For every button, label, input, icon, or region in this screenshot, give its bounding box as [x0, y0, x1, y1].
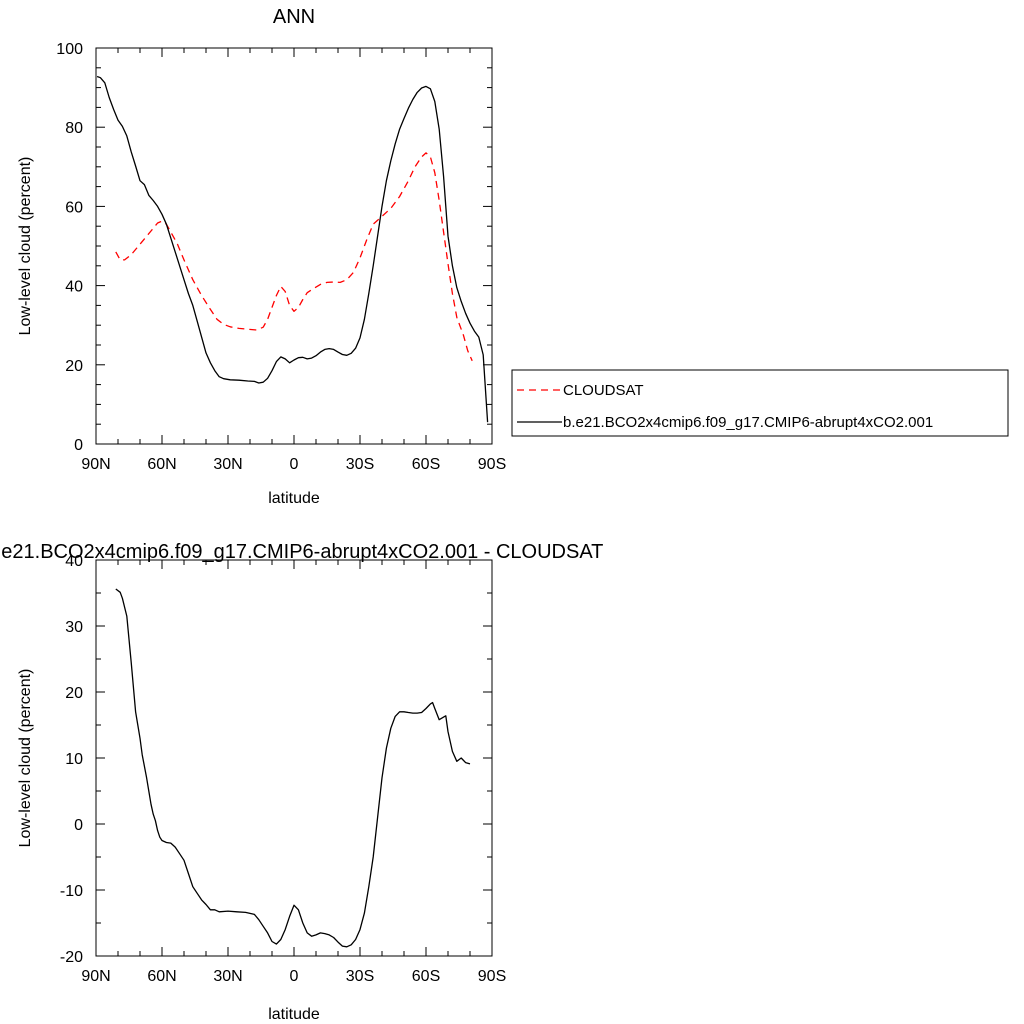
bottom-panel-ticks: 90N 60N 30N 0 30S 60S 90S -20 -10 0 10 20 30 40: [60, 553, 506, 985]
bottom-panel-series: [115, 588, 471, 948]
bottom-y-tick-label: -10: [60, 883, 83, 900]
bottom-panel-frame: [95, 559, 493, 957]
bottom-x-tick-label: 60S: [412, 968, 440, 985]
top-x-tick-label: 60N: [147, 456, 176, 473]
bottom-y-tick-label: 30: [65, 619, 83, 636]
top-y-tick-label: 20: [65, 358, 83, 375]
bottom-panel: b.e21.BCO2x4cmip6.f09_g17.CMIP6-abrupt4x…: [0, 541, 603, 1023]
bottom-y-tick-label: 10: [65, 751, 83, 768]
top-series-line-model: [96, 75, 489, 423]
bottom-x-tick-label: 90N: [81, 968, 110, 985]
legend-label-model: b.e21.BCO2x4cmip6.f09_g17.CMIP6-abrupt4x…: [563, 414, 933, 431]
top-x-tick-label: 30N: [213, 456, 242, 473]
bottom-panel-y-axis-label: Low-level cloud (percent): [17, 669, 34, 848]
top-panel-title: ANN: [273, 6, 315, 28]
bottom-x-tick-label: 90S: [478, 968, 506, 985]
bottom-panel-x-axis-label: latitude: [268, 1006, 320, 1023]
bottom-x-tick-label: 30S: [346, 968, 374, 985]
bottom-series-line-model: [115, 588, 471, 948]
top-y-tick-label: 0: [74, 437, 83, 454]
top-x-tick-label: 30S: [346, 456, 374, 473]
legend-box: [511, 369, 1009, 437]
bottom-x-tick-label: 60N: [147, 968, 176, 985]
bottom-y-tick-label: 0: [74, 817, 83, 834]
legend: CLOUDSAT b.e21.BCO2x4cmip6.f09_g17.CMIP6…: [511, 369, 1009, 437]
bottom-y-tick-label: -20: [60, 949, 83, 966]
top-y-tick-label: 60: [65, 199, 83, 216]
bottom-x-tick-label: 0: [290, 968, 299, 985]
bottom-x-tick-label: 30N: [213, 968, 242, 985]
legend-label-cloudsat: CLOUDSAT: [563, 382, 644, 399]
top-panel-x-axis-label: latitude: [268, 490, 320, 507]
top-series-line-cloudsat: [115, 152, 473, 362]
top-x-tick-label: 90S: [478, 456, 506, 473]
top-panel-y-axis-label: Low-level cloud (percent): [17, 157, 34, 336]
top-panel: ANN 90N 60N 30N 0 30S 60S 90S 0 20 40 60 80 100 lati…: [17, 6, 506, 507]
top-x-tick-label: 0: [290, 456, 299, 473]
top-panel-series: [96, 75, 489, 423]
bottom-y-tick-label: 20: [65, 685, 83, 702]
top-y-tick-label: 40: [65, 279, 83, 296]
top-y-tick-label: 80: [65, 120, 83, 137]
top-x-tick-label: 60S: [412, 456, 440, 473]
top-x-tick-label: 90N: [81, 456, 110, 473]
top-y-tick-label: 100: [56, 41, 83, 58]
bottom-panel-title: b.e21.BCO2x4cmip6.f09_g17.CMIP6-abrupt4x…: [0, 541, 603, 563]
top-panel-frame: [95, 47, 493, 445]
bottom-y-tick-label: 40: [65, 553, 83, 570]
top-panel-ticks: 90N 60N 30N 0 30S 60S 90S 0 20 40 60 80 100: [56, 41, 506, 473]
